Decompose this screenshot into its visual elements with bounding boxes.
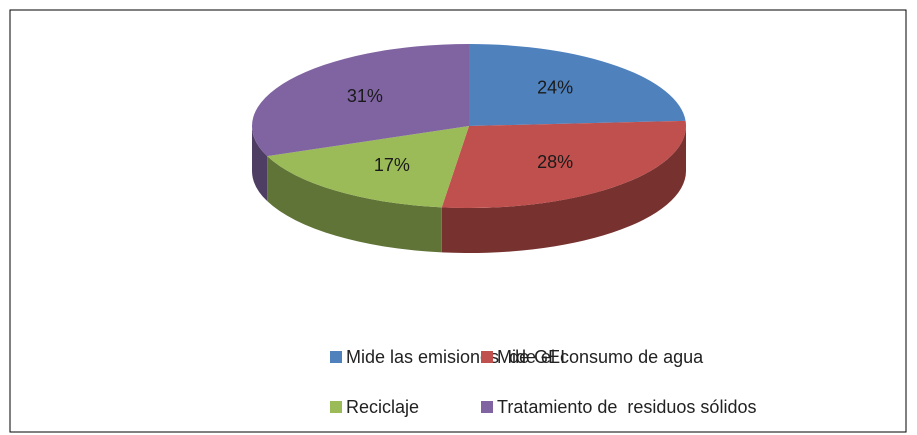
pie-slice: [267, 126, 469, 208]
pie-slice: [251, 44, 469, 157]
data-label: 28%: [537, 152, 573, 172]
data-label: 31%: [347, 86, 383, 106]
legend-label: Tratamiento de residuos sólidos: [497, 397, 756, 417]
data-label: 24%: [537, 78, 573, 98]
pie-slice: [441, 120, 686, 208]
pie-slice-side: [252, 126, 268, 202]
pie-slice-side: [267, 156, 442, 253]
legend-swatch: [481, 401, 493, 413]
pie: 24% 28% 17% 31%: [251, 44, 686, 253]
legend-label: Mide las emisiones de GEI: [346, 347, 565, 367]
legend-label: Reciclaje: [346, 397, 419, 417]
pie-slice: [469, 44, 686, 126]
legend-swatch: [330, 351, 342, 363]
data-label: 17%: [374, 155, 410, 175]
legend-label: Mide el consumo de agua: [497, 347, 704, 367]
pie-slice-side: [441, 126, 686, 253]
legend-swatch: [481, 351, 493, 363]
legend-swatch: [330, 401, 342, 413]
